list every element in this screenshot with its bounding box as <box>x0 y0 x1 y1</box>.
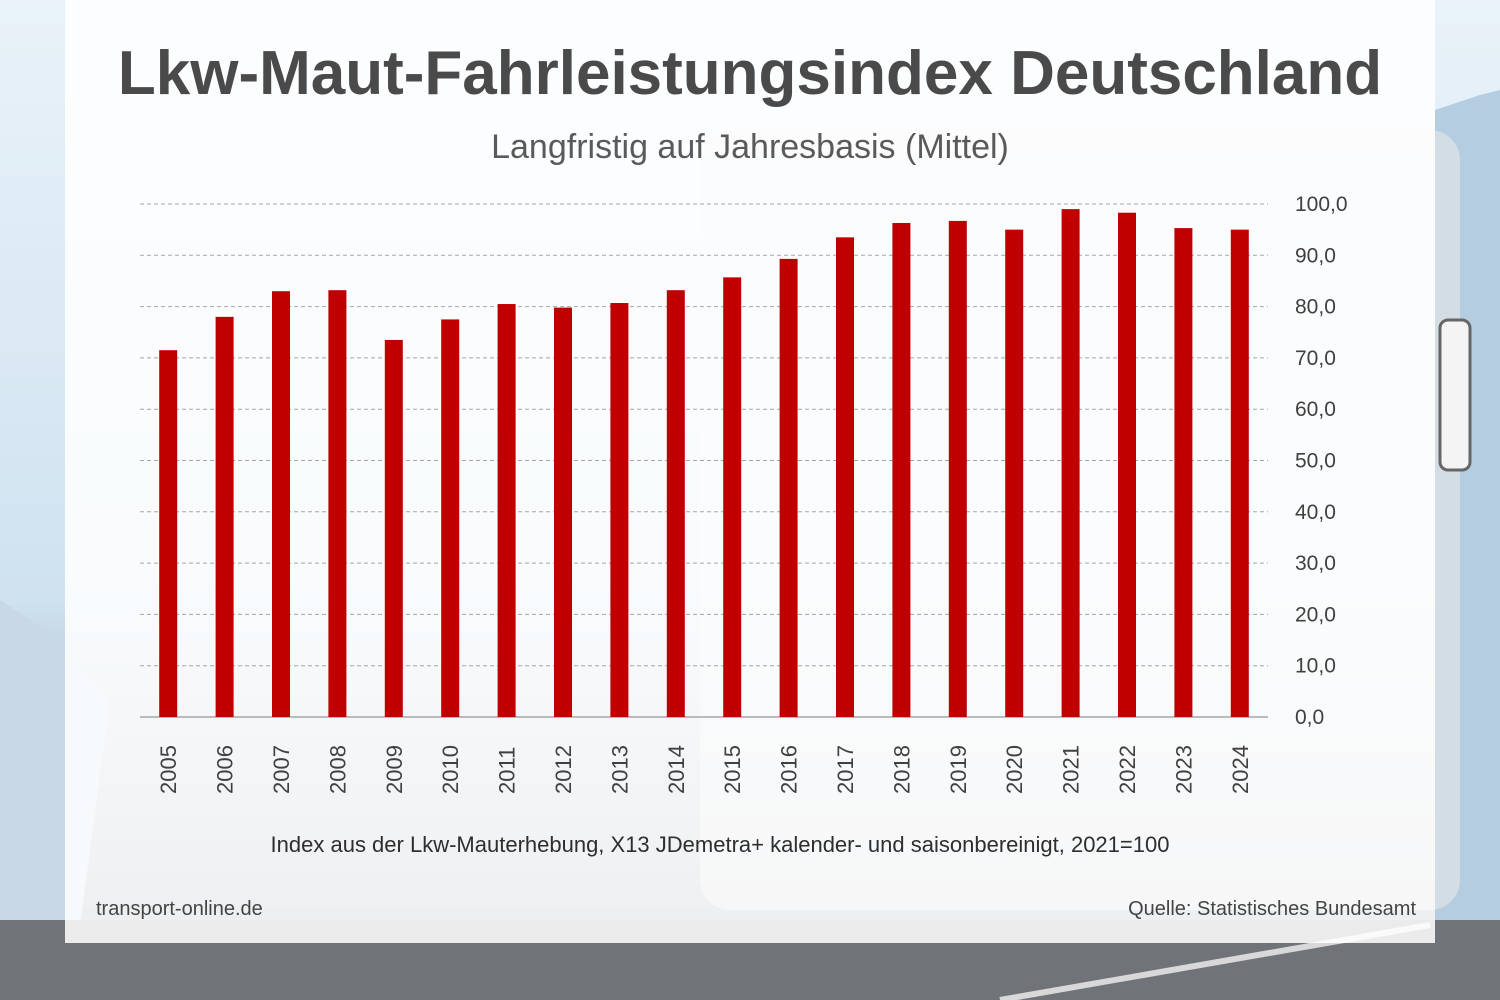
bar-2013 <box>610 303 628 717</box>
bar-2005 <box>159 350 177 717</box>
y-tick-label: 70,0 <box>1295 347 1336 370</box>
x-axis-ticks: 2005 2006 2007 2008 2009 2010 2011 2012 2013 2014… <box>156 745 1253 794</box>
x-tick-label: 2009 <box>382 745 407 794</box>
x-tick-label: 2010 <box>438 745 463 794</box>
bar-2016 <box>780 259 798 717</box>
x-tick-label: 2016 <box>777 745 802 794</box>
bar-2018 <box>892 223 910 717</box>
bar-2020 <box>1005 230 1023 717</box>
x-tick-label: 2005 <box>156 745 181 794</box>
x-tick-label: 2021 <box>1059 745 1084 794</box>
bar-2011 <box>498 304 516 717</box>
y-tick-label: 80,0 <box>1295 296 1336 319</box>
y-tick-label: 20,0 <box>1295 603 1336 626</box>
site-credit[interactable]: transport-online.de <box>96 898 263 921</box>
bar-2014 <box>667 290 685 717</box>
x-tick-label: 2024 <box>1228 745 1253 794</box>
bar-2021 <box>1062 209 1080 717</box>
bar-2007 <box>272 291 290 717</box>
y-tick-label: 10,0 <box>1295 655 1336 678</box>
x-tick-label: 2022 <box>1115 745 1140 794</box>
y-tick-label: 100,0 <box>1295 193 1348 216</box>
bar-2008 <box>328 290 346 717</box>
x-tick-label: 2006 <box>213 745 238 794</box>
y-tick-label: 60,0 <box>1295 398 1336 421</box>
bar-2012 <box>554 308 572 717</box>
bars <box>159 209 1249 717</box>
x-tick-label: 2013 <box>607 745 632 794</box>
index-note: Index aus der Lkw-Mauterhebung, X13 JDem… <box>0 832 1440 858</box>
bar-2015 <box>723 277 741 717</box>
gridlines <box>140 204 1268 717</box>
y-axis-ticks: 0,0 10,0 20,0 30,0 40,0 50,0 60,0 70,0 80,0 90,0 1… <box>1295 193 1348 729</box>
bar-2019 <box>949 221 967 717</box>
y-tick-label: 30,0 <box>1295 552 1336 575</box>
x-tick-label: 2011 <box>495 747 520 794</box>
x-tick-label: 2023 <box>1171 745 1196 794</box>
y-tick-label: 40,0 <box>1295 501 1336 524</box>
source-credit: Quelle: Statistisches Bundesamt <box>1128 898 1416 921</box>
bar-2006 <box>216 317 234 717</box>
y-tick-label: 0,0 <box>1295 706 1324 729</box>
bar-2017 <box>836 237 854 717</box>
x-tick-label: 2014 <box>664 745 689 794</box>
bar-2009 <box>385 340 403 717</box>
x-tick-label: 2019 <box>946 745 971 794</box>
x-tick-label: 2008 <box>325 745 350 794</box>
bar-2023 <box>1174 228 1192 717</box>
bar-2022 <box>1118 213 1136 717</box>
x-tick-label: 2017 <box>833 745 858 794</box>
bar-2024 <box>1231 230 1249 717</box>
x-tick-label: 2020 <box>1002 745 1027 794</box>
y-tick-label: 90,0 <box>1295 244 1336 267</box>
x-tick-label: 2015 <box>720 745 745 794</box>
x-tick-label: 2007 <box>269 745 294 794</box>
x-tick-label: 2012 <box>551 745 576 794</box>
bar-2010 <box>441 319 459 717</box>
x-tick-label: 2018 <box>889 745 914 794</box>
y-tick-label: 50,0 <box>1295 450 1336 473</box>
